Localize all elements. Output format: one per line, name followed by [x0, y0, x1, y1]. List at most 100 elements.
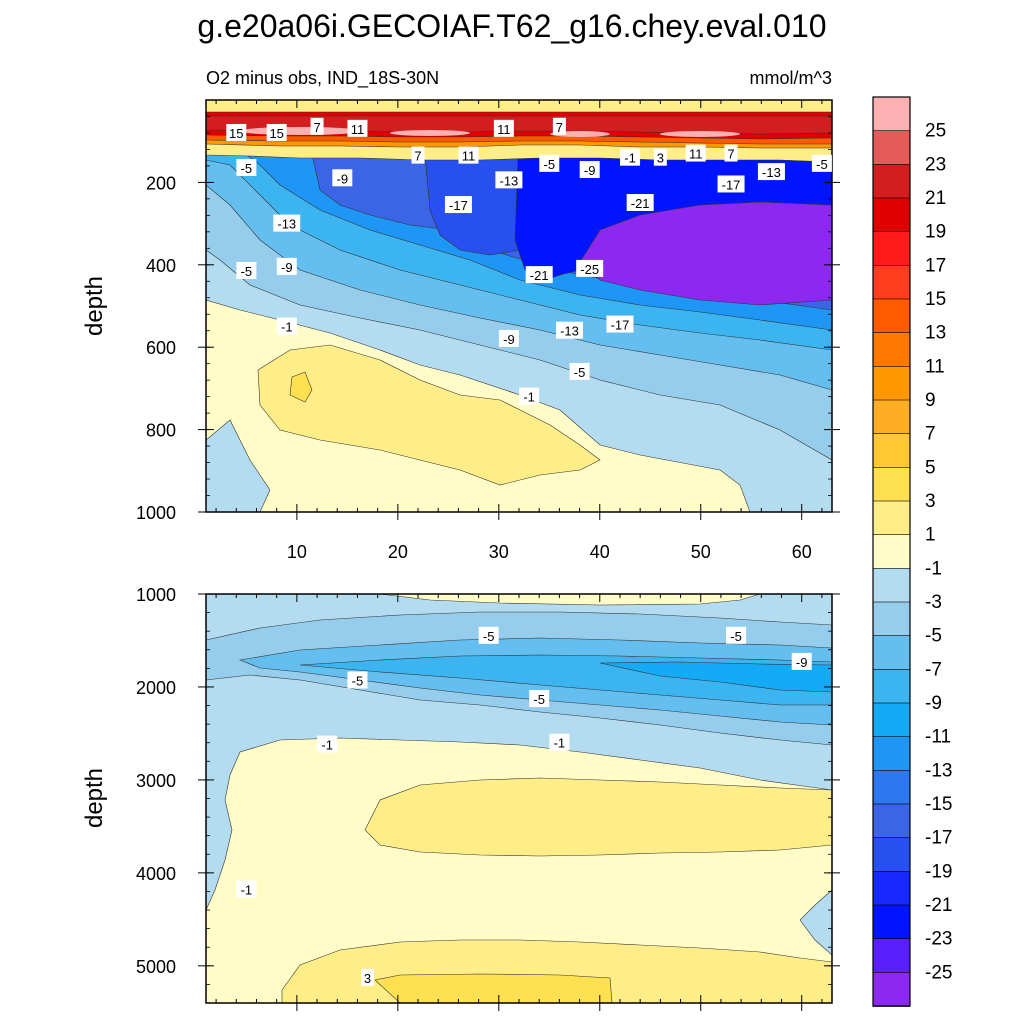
contour-label-text: 7 [727, 147, 734, 162]
contour-label: -1 [620, 148, 641, 166]
contour-label-text: -1 [624, 151, 636, 166]
contour-label: 3 [653, 148, 667, 166]
contour-label: -9 [498, 329, 519, 347]
contour-label-bg [266, 123, 287, 141]
contour-label: 15 [226, 123, 247, 141]
contour-label-bg [458, 146, 479, 164]
x-tick-label: 60 [792, 542, 812, 562]
contour-label-bg [332, 169, 353, 187]
contour-label: -5 [529, 690, 550, 708]
colorbar-swatch [872, 601, 911, 637]
contour-label: -5 [347, 671, 368, 689]
contour-label-bg [236, 158, 257, 176]
y-tick-label: 1000 [136, 503, 176, 523]
contour-label: -13 [273, 214, 301, 232]
colorbar-label: -21 [925, 895, 952, 916]
contour-label: 11 [685, 144, 706, 162]
contour-label-bg [653, 148, 667, 166]
colorbar-swatch [872, 803, 911, 839]
contour-label-text: 3 [657, 151, 664, 166]
y-tick-label: 4000 [136, 864, 176, 884]
upper-surface-yellow [206, 100, 832, 113]
contour-label: -5 [811, 154, 832, 172]
contour-label-bg [493, 119, 514, 137]
contour-label-bg [495, 171, 523, 189]
contour-label-text: -13 [500, 173, 519, 188]
colorbar-label: 9 [925, 390, 936, 411]
colorbar-swatch [872, 366, 911, 401]
y-tick-label: 5000 [136, 957, 176, 977]
x-tick-label: 50 [691, 542, 711, 562]
contour-label-text: -5 [730, 629, 742, 644]
contour-label-text: -9 [281, 260, 293, 275]
contour-label: -5 [539, 154, 560, 172]
colorbar-label: -5 [925, 626, 942, 647]
colorbar-swatch [872, 669, 911, 704]
contour-label: -17 [717, 175, 745, 193]
contour-label: 11 [493, 119, 514, 137]
contour-label-bg [726, 626, 747, 644]
x-tick-label: 10 [287, 542, 307, 562]
contour-label-bg [444, 196, 472, 214]
contour-label-bg [576, 259, 604, 277]
lower-axes: 1000 2000 3000 4000 5000 [136, 585, 840, 1011]
colorbar-label: 3 [925, 491, 936, 512]
lower-ylabel: depth [81, 768, 108, 828]
colorbar-swatch [872, 96, 911, 132]
colorbar-label: -3 [925, 592, 942, 613]
chart-subtitle: O2 minus obs, IND_18S-30N [206, 68, 439, 89]
contour-label: -13 [757, 163, 785, 181]
colorbar-label: -7 [925, 659, 942, 680]
contour-label-bg [236, 261, 257, 279]
colorbar-label: 5 [925, 457, 936, 478]
contour-label-text: -21 [631, 196, 650, 211]
contour-label-bg [478, 626, 499, 644]
contour-label-bg [555, 321, 583, 339]
contour-label-bg [811, 154, 832, 172]
contour-label: -25 [576, 259, 604, 277]
colorbar-label: -19 [925, 861, 952, 882]
contour-label-text: -9 [584, 163, 596, 178]
contour-label-text: -5 [574, 365, 586, 380]
contour-label-text: 11 [462, 149, 476, 164]
colorbar-label: -23 [925, 929, 952, 950]
contour-label-bg [519, 387, 540, 405]
x-tick-label: 30 [489, 542, 509, 562]
upper-max-core-2 [390, 130, 470, 136]
contour-label-bg [347, 119, 368, 137]
contour-label: 11 [347, 119, 368, 137]
upper-axes: 10 20 30 40 50 60 200 400 600 800 1000 [136, 99, 840, 562]
upper-max-core-4 [660, 131, 740, 137]
contour-label: -13 [555, 321, 583, 339]
contour-label: 7 [724, 144, 738, 162]
contour-label: 7 [310, 117, 324, 135]
lower-panel [206, 594, 832, 1003]
colorbar-label: 1 [925, 525, 936, 546]
contour-label-text: -9 [503, 332, 515, 347]
colorbar-label: 15 [925, 289, 946, 310]
upper-band-neg25 [579, 201, 832, 306]
y-tick-label: 400 [146, 256, 176, 276]
colorbar-swatch [872, 534, 911, 570]
contour-label-text: -1 [281, 320, 293, 335]
contour-label-bg [620, 148, 641, 166]
contour-label-bg [626, 194, 654, 211]
contour-label-text: -5 [544, 157, 556, 172]
contour-label-text: -9 [796, 655, 808, 670]
colorbar-label: -13 [925, 760, 952, 781]
colorbar-label: -25 [925, 962, 952, 983]
colorbar-swatch [872, 231, 911, 267]
contour-label-text: -5 [241, 161, 253, 176]
contour-label-text: 3 [364, 971, 371, 986]
contour-label-text: -1 [321, 738, 333, 753]
contour-label: -1 [276, 317, 297, 335]
contour-label: -17 [606, 315, 634, 333]
contour-label-text: 7 [313, 120, 320, 135]
contour-label: -5 [236, 158, 257, 176]
colorbar: 25 23 21 19 17 15 13 11 9 7 5 3 1 -1 -3 -5 -7 -9 -11 -13 -15… [872, 96, 952, 1007]
y-tick-label: 1000 [136, 585, 176, 605]
contour-label-bg [685, 144, 706, 162]
contour-label-bg [606, 315, 634, 333]
contour-label-text: -13 [560, 324, 579, 339]
contour-label: -5 [478, 626, 499, 644]
